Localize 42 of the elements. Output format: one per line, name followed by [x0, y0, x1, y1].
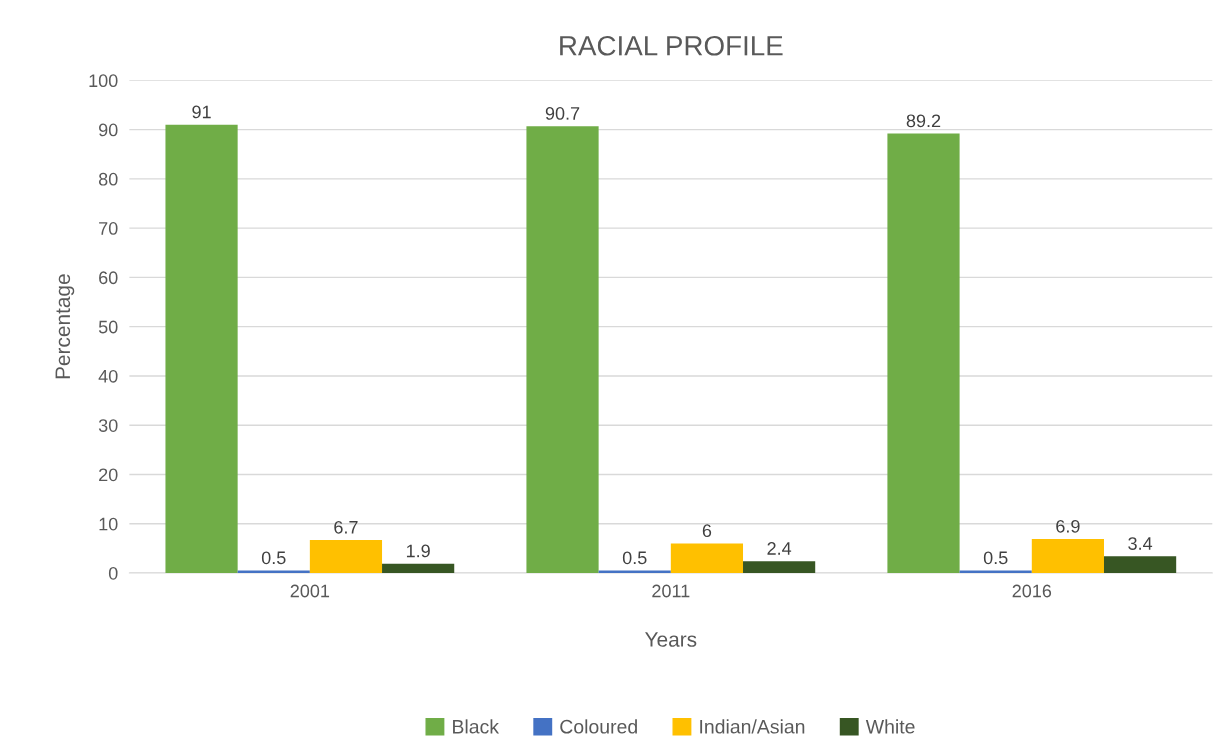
y-tick-label: 90: [99, 123, 118, 137]
data-label: 91: [192, 105, 211, 119]
data-label: 2.4: [767, 542, 792, 555]
bar: [165, 124, 238, 574]
bar: [743, 561, 816, 574]
data-label: 6: [702, 524, 712, 538]
y-tick-label: 50: [98, 320, 118, 334]
bar: [309, 540, 383, 574]
y-tick-label: 20: [99, 468, 118, 482]
y-tick-label: 80: [98, 172, 118, 186]
data-label: 6.9: [1056, 519, 1080, 533]
x-tick-label: 2016: [1012, 584, 1052, 598]
x-axis-title: Years: [645, 632, 697, 647]
bar: [670, 543, 744, 574]
data-label: 89.2: [906, 114, 941, 128]
bar: [1104, 556, 1177, 574]
y-tick-label: 70: [99, 222, 118, 235]
bar: [1031, 539, 1104, 574]
legend-label: White: [865, 719, 915, 734]
y-tick-label: 100: [89, 74, 118, 88]
x-tick-label: 2011: [652, 584, 690, 598]
y-tick-label: 40: [98, 369, 118, 383]
data-label: 90.7: [545, 107, 580, 120]
y-tick-label: 60: [99, 271, 118, 285]
data-label: 0.5: [261, 551, 286, 565]
data-label: 0.5: [622, 551, 647, 565]
legend-label: Indian/Asian: [700, 719, 805, 734]
data-label: 6.7: [334, 520, 358, 534]
bar: [526, 126, 599, 574]
bar: [887, 133, 960, 574]
legend-label: Coloured: [560, 719, 637, 734]
legend-label: Black: [453, 719, 500, 734]
data-label: 1.9: [406, 544, 430, 558]
y-tick-label: 10: [99, 517, 118, 531]
chart-title: RACIAL PROFILE: [560, 35, 783, 56]
data-label: 3.4: [1128, 537, 1153, 550]
data-label: 0.5: [983, 551, 1008, 565]
bar: [382, 563, 455, 574]
y-axis-title: Percentage: [55, 274, 75, 379]
x-tick-label: 2001: [290, 584, 330, 598]
y-tick-label: 30: [98, 419, 118, 432]
y-tick-label: 0: [108, 566, 118, 580]
